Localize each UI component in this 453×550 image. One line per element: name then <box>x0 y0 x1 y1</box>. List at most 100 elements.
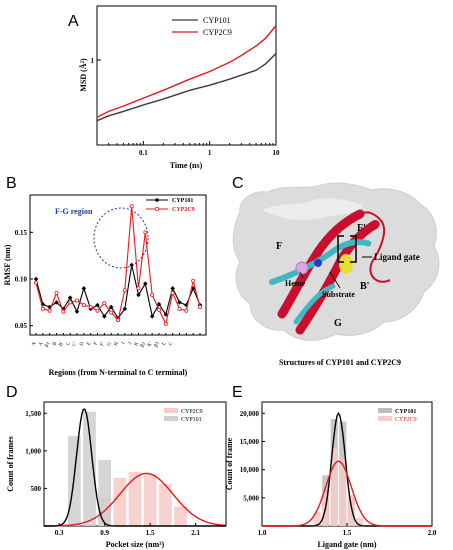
data-point-cyp2c9 <box>54 290 59 295</box>
bar-cyp101 <box>83 411 96 526</box>
data-point-cyp101 <box>170 286 175 291</box>
x-tick-label: J <box>128 341 133 345</box>
bar-cyp2c9 <box>174 506 187 526</box>
data-point-cyp2c9 <box>68 300 73 305</box>
x-tick-label: A <box>38 341 44 347</box>
data-point-cyp101 <box>74 309 80 314</box>
series-line-cyp2c9 <box>96 25 277 119</box>
x-tick-label: 2.0 <box>428 529 437 537</box>
data-point-cyp2c9 <box>197 304 202 309</box>
data-point-cyp2c9 <box>109 310 114 315</box>
x-tick-label: D <box>79 341 85 347</box>
x-axis-title: Time (ns) <box>170 161 203 170</box>
b-prime-label: B' <box>360 281 370 292</box>
helix-f-red <box>277 209 365 319</box>
panel-c-caption: Structures of CYP101 and CYP2C9 <box>279 358 401 367</box>
fit-curve-cyp2c9 <box>44 472 227 527</box>
data-point-cyp2c9 <box>184 308 189 313</box>
y-tick-label: 0.05 <box>15 322 28 330</box>
legend: CYP101 CYP2C9 <box>378 408 417 423</box>
data-point-cyp101 <box>81 286 87 291</box>
helix-cyan <box>269 239 373 285</box>
y-tick-label: 0.10 <box>15 276 28 284</box>
bar-cyp2c9 <box>330 447 338 526</box>
f-g-region-highlight <box>93 207 149 269</box>
series-line-cyp101 <box>96 53 277 122</box>
substrate-label: Substrate <box>322 290 355 299</box>
x-tick-label: K <box>134 341 140 347</box>
y-tick-label: 500 <box>31 485 42 493</box>
data-point-cyp2c9 <box>122 288 127 293</box>
bar-cyp2c9 <box>128 471 142 526</box>
plot-frame <box>96 5 277 146</box>
y-tick-label: 0.15 <box>15 229 28 237</box>
fit-curves <box>44 408 227 527</box>
y-tick-label: 20,000 <box>240 410 260 418</box>
legend-label-cyp2c9: CYP2C9 <box>203 28 232 37</box>
data-point-cyp101 <box>177 300 182 305</box>
x-tick-label: 1.5 <box>343 529 352 537</box>
data-point-cyp101 <box>122 306 128 312</box>
substrate-yellow-icon <box>339 254 353 274</box>
data-point-cyp2c9 <box>102 301 107 306</box>
x-tick-label: H <box>114 341 120 347</box>
x-tick-label: β3 <box>154 341 161 348</box>
data-point-cyp2c9 <box>95 308 100 313</box>
bar-cyp2c9 <box>339 458 347 526</box>
x-tick-label: 10 <box>273 149 281 157</box>
fit-curve-cyp101 <box>262 411 432 527</box>
x-tick-label: 1.0 <box>258 529 267 537</box>
f-g-region-label: F-G region <box>55 207 93 216</box>
x-tick-label: C <box>66 341 72 347</box>
legend-label-cyp2c9: CYP2C9 <box>395 417 417 423</box>
x-axis-title: Pocket size (nm³) <box>106 540 165 549</box>
bar-cyp2c9 <box>356 517 364 526</box>
y-tick-label: 15,000 <box>240 438 260 446</box>
data-point-cyp101 <box>149 314 155 319</box>
x-tick-label: B' <box>59 341 65 347</box>
x-tick-label: G <box>107 341 113 347</box>
legend: CYP101 CYP2C9 <box>172 16 232 37</box>
x-tick-label: β1 <box>45 341 52 348</box>
legend-label-cyp2c9: CYP2C9 <box>172 207 195 213</box>
x-axis-title: Ligand gate (nm) <box>317 540 376 549</box>
bar-cyp101 <box>98 459 112 526</box>
tick-group: 1.0 1.5 2.0 5,000 10,000 15,000 20,000 <box>240 410 437 537</box>
data-point-cyp101 <box>129 262 134 268</box>
legend-marker-cyp101 <box>155 198 159 202</box>
tick-group: 0.3 0.9 1.5 2.1 500 1,000 1,500 <box>25 410 200 537</box>
x-axis-title: Regions (from N-terminal to C terminal) <box>49 368 188 377</box>
helix-cyan-2 <box>293 283 337 325</box>
legend-label-cyp101: CYP101 <box>203 16 231 25</box>
heme-arrow <box>299 271 304 279</box>
legend-marker-cyp2c9 <box>154 206 160 212</box>
y-tick-label: 1,500 <box>25 410 41 418</box>
data-point-cyp101 <box>156 301 162 307</box>
legend-swatch-cyp2c9 <box>378 416 392 421</box>
substrate-arrow <box>329 271 341 289</box>
data-point-cyp2c9 <box>163 321 168 326</box>
legend-label-cyp2c9: CYP2C9 <box>181 409 203 415</box>
data-point-cyp2c9 <box>129 204 134 209</box>
data-point-cyp2c9 <box>88 304 93 309</box>
loop-red <box>359 211 391 283</box>
y-tick-label: 1 <box>91 57 95 65</box>
x-tick-label: 0.3 <box>55 529 64 537</box>
fit-curves <box>262 411 432 527</box>
legend-swatch-cyp101 <box>378 408 392 413</box>
data-point-cyp2c9 <box>191 278 196 283</box>
y-axis-title: RMSF (nm) <box>3 244 12 285</box>
legend-swatch-cyp101 <box>164 416 178 421</box>
fit-curve-cyp2c9 <box>262 460 432 527</box>
bar-cyp2c9 <box>113 477 127 526</box>
helix-f-label: F <box>276 241 282 252</box>
helix-f-prime-label: F' <box>357 223 366 234</box>
data-point-cyp101 <box>67 295 73 300</box>
panel-letter-d: D <box>6 384 18 401</box>
chart-msd: 0.1 1 10 1 CYP101 CYP2C9 Time (ns) MSD (Å²) <box>79 5 281 170</box>
chart-ligand-gate: 1.0 1.5 2.0 5,000 10,000 15,000 20,000 CYP101 … <box>225 401 437 549</box>
data-point-cyp2c9 <box>61 309 66 314</box>
x-tick-label: K' <box>147 341 154 347</box>
panel-letter-c: C <box>232 175 244 192</box>
